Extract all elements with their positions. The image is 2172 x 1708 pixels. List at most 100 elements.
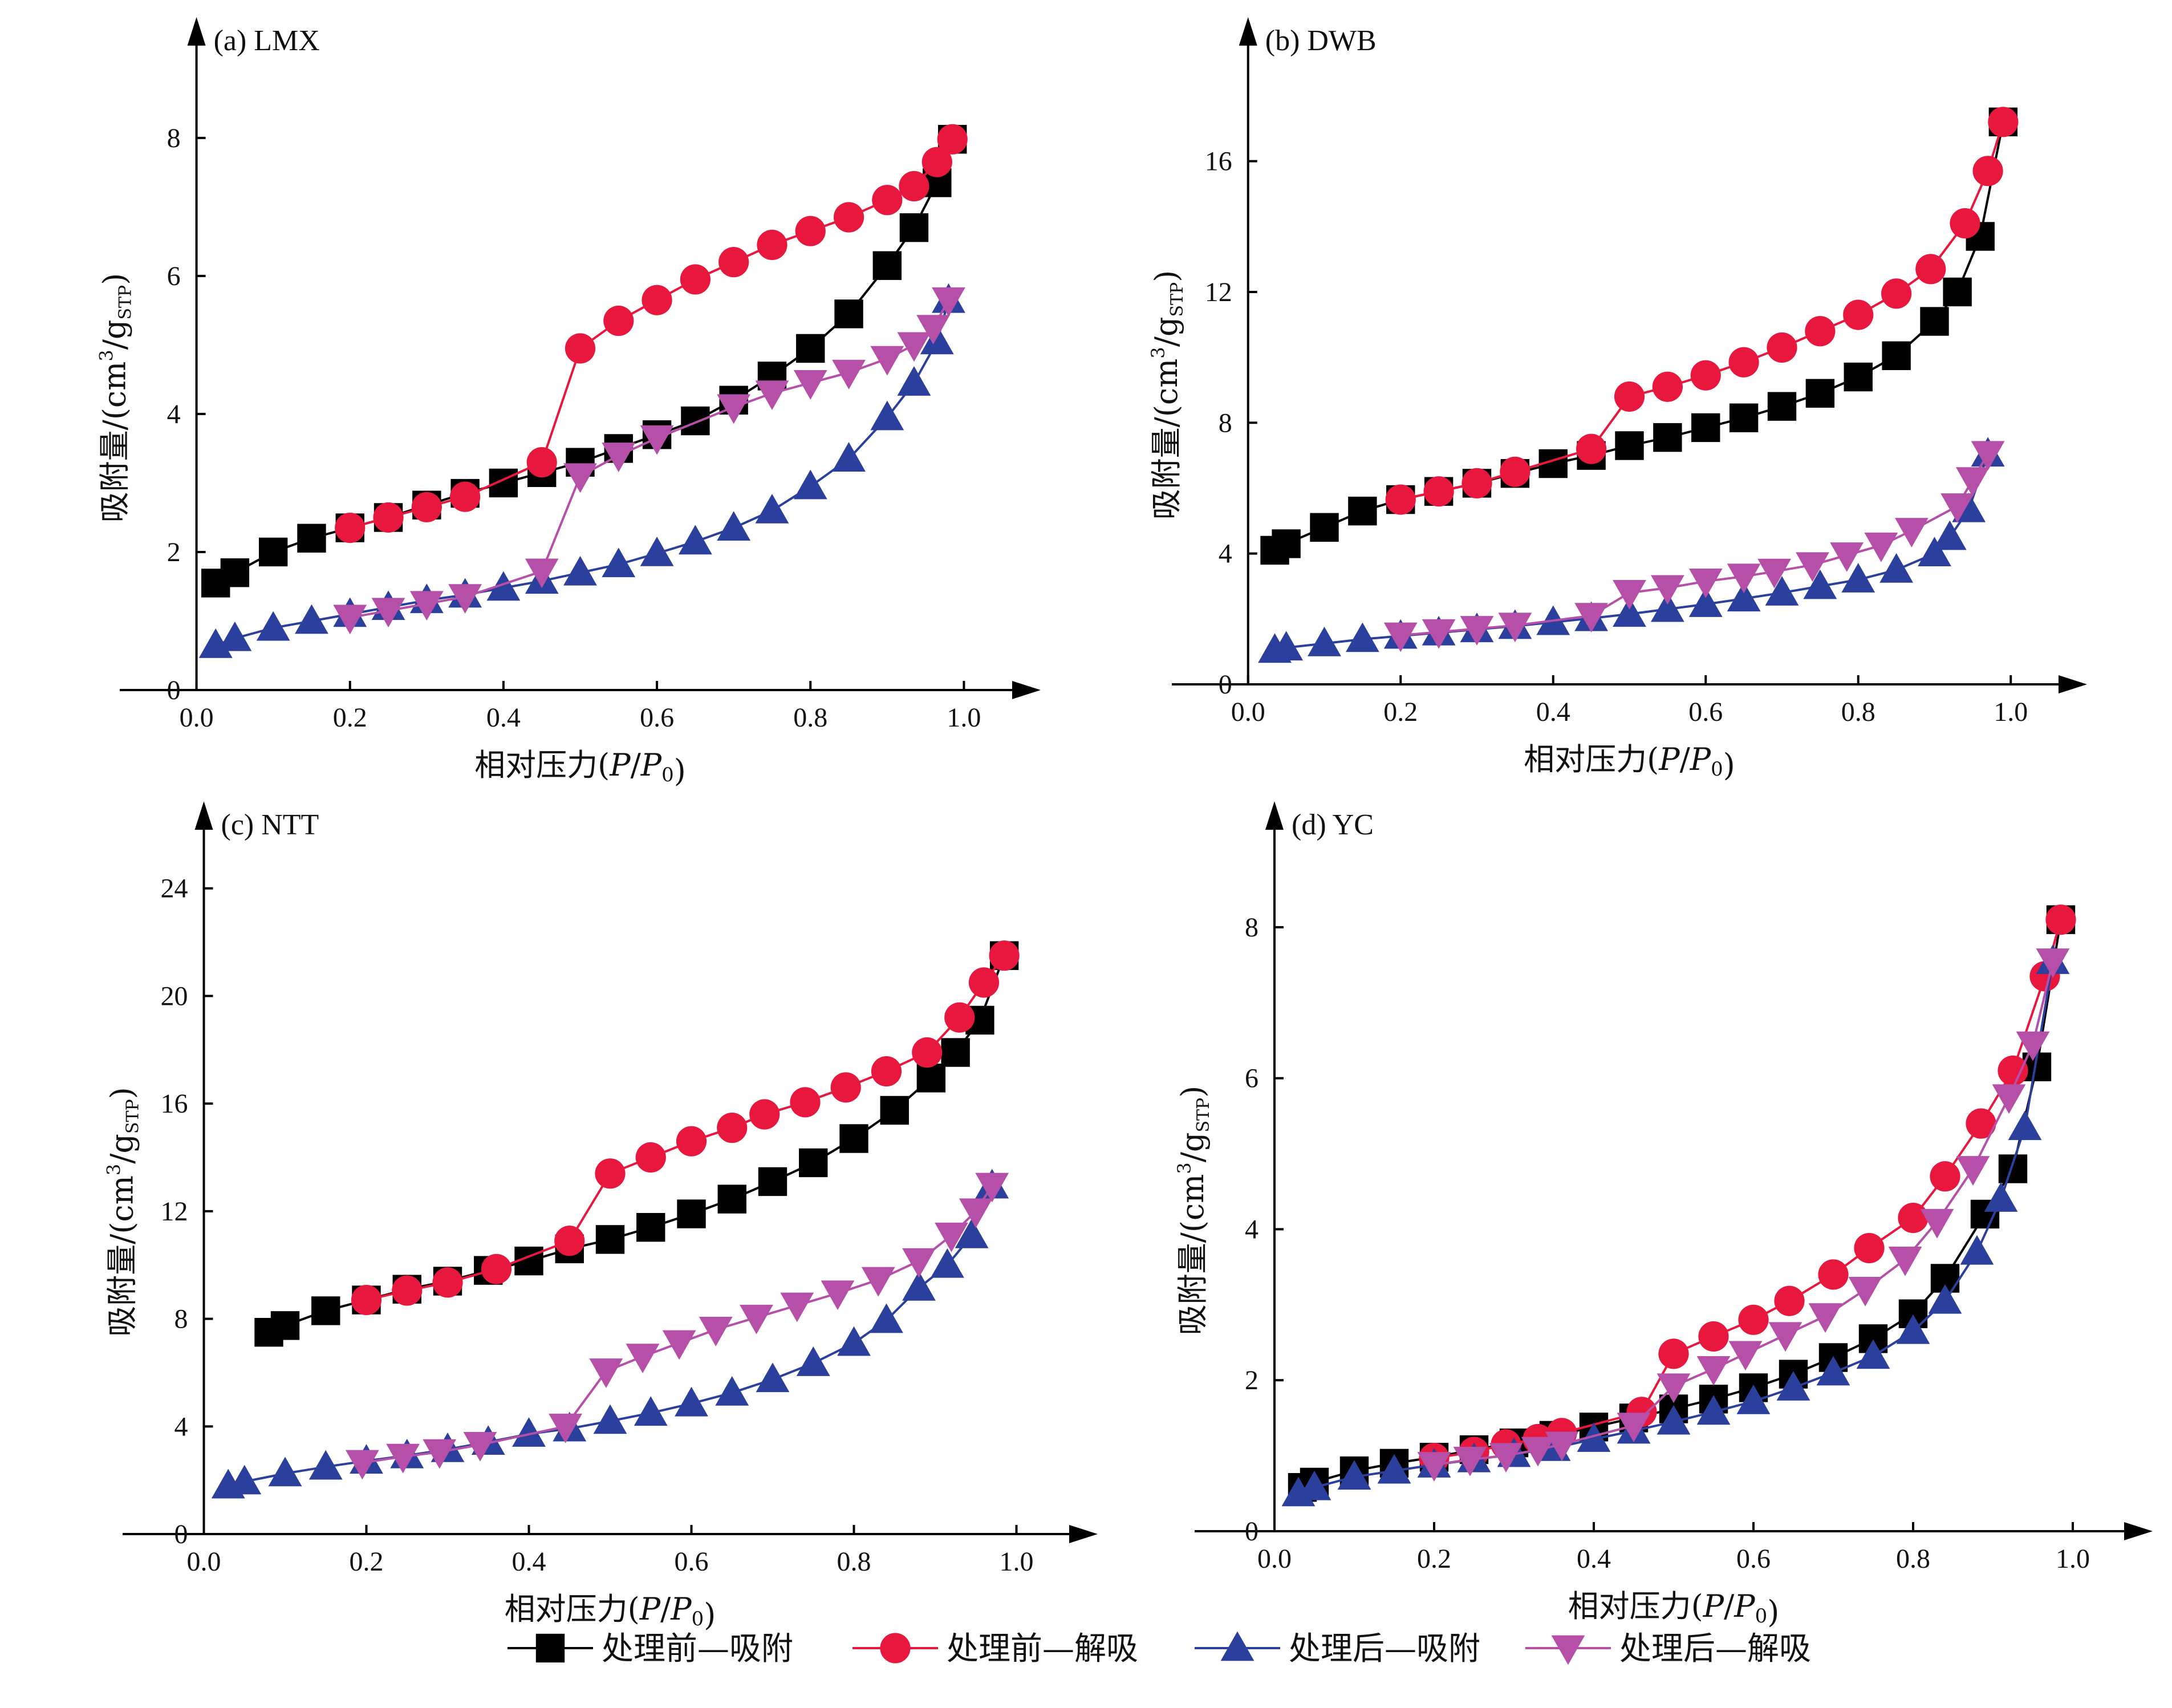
legend-label: 处理前—吸附	[602, 1630, 793, 1668]
data-point	[640, 536, 674, 566]
data-point	[1966, 1108, 1996, 1139]
legend-label: 处理前—解吸	[947, 1630, 1138, 1668]
data-point	[715, 1376, 749, 1406]
data-point	[1928, 1284, 1962, 1314]
data-point	[218, 621, 252, 651]
data-point	[1830, 542, 1864, 572]
data-point	[870, 400, 904, 431]
data-point	[1500, 456, 1530, 487]
data-point	[270, 1311, 300, 1340]
data-point	[717, 511, 751, 541]
data-point	[603, 305, 634, 336]
data-point	[1653, 423, 1682, 452]
data-point	[870, 1303, 903, 1333]
y-tick-label: 8	[174, 1304, 188, 1334]
y-axis-title: 吸附量/(cm3/gSTP)	[103, 1087, 143, 1337]
legend-item-4: 处理后—解吸	[1525, 1630, 1811, 1668]
data-point	[793, 370, 827, 400]
data-point	[675, 1386, 708, 1417]
data-point	[1614, 381, 1645, 412]
x-axis-title: 相对压力(P/P0)	[1524, 741, 1735, 783]
x-axis-arrow	[1012, 681, 1041, 699]
legend-label: 处理后—解吸	[1619, 1630, 1811, 1668]
data-point	[525, 558, 559, 589]
data-point	[634, 1396, 668, 1426]
data-point	[1940, 493, 1975, 523]
data-point	[1345, 622, 1379, 652]
data-point	[749, 1099, 780, 1130]
legend-item-2: 处理前—解吸	[852, 1630, 1138, 1668]
data-point	[295, 604, 328, 634]
data-point	[392, 1275, 423, 1306]
y-tick-label: 0	[174, 1519, 188, 1549]
y-tick-label: 6	[167, 261, 181, 291]
data-point	[662, 1330, 696, 1360]
data-point	[757, 229, 787, 261]
data-point	[635, 1142, 666, 1173]
series-line	[1274, 453, 1990, 651]
data-point	[432, 1267, 463, 1298]
series-1	[1288, 905, 2076, 1502]
legend-label: 处理后—吸附	[1289, 1630, 1480, 1668]
y-tick-label: 0	[1219, 670, 1232, 700]
y-tick-label: 4	[174, 1411, 188, 1442]
data-point	[871, 1056, 902, 1087]
series-2	[1385, 107, 2019, 515]
data-point	[1377, 1454, 1411, 1484]
y-tick-label: 8	[1219, 408, 1232, 438]
data-point	[1998, 1154, 2028, 1183]
data-point	[486, 571, 521, 601]
x-tick-label: 0.2	[1383, 697, 1418, 727]
data-point	[1729, 403, 1759, 432]
data-point	[1805, 379, 1835, 408]
data-point	[959, 1198, 993, 1228]
series-line	[228, 1185, 993, 1487]
data-point	[1933, 520, 1967, 550]
chart-panel-4: 0.0 0.2 0.4 0.6 0.8 1.0 0 2 4 6 8 (d) YC 相对压力(P/P0) 吸…	[1174, 801, 2153, 1630]
data-point	[228, 1464, 262, 1495]
y-tick-label: 2	[1245, 1365, 1258, 1395]
data-point	[1972, 156, 2003, 186]
series-line	[1302, 919, 2062, 1489]
y-tick-label: 4	[1245, 1214, 1258, 1244]
data-point	[755, 380, 789, 411]
data-point	[373, 502, 404, 533]
data-point	[448, 584, 482, 614]
data-point	[589, 1358, 623, 1388]
data-point	[1498, 612, 1532, 643]
data-point	[1918, 537, 1951, 567]
series-line	[1274, 121, 2004, 551]
data-point	[1738, 1304, 1769, 1335]
data-point	[678, 525, 712, 555]
data-point	[481, 1253, 512, 1284]
data-point	[837, 1326, 871, 1356]
data-point	[717, 394, 751, 424]
series-line	[215, 299, 950, 647]
y-axis-title-group: 吸附量/(cm3/gSTP)	[103, 1087, 143, 1337]
data-point	[2036, 948, 2070, 978]
data-point	[1272, 529, 1301, 558]
data-point	[832, 442, 866, 472]
data-point	[1423, 476, 1454, 507]
series-3	[1281, 944, 2070, 1507]
data-point	[1930, 1161, 1960, 1192]
data-point	[423, 1439, 457, 1469]
x-axis-title: 相对压力(P/P0)	[505, 1591, 716, 1633]
data-point	[912, 1037, 943, 1068]
data-point	[975, 1173, 1009, 1203]
x-tick-label: 1.0	[1994, 697, 2028, 727]
data-point	[1854, 1232, 1885, 1264]
data-point	[1864, 532, 1898, 562]
data-point	[1848, 1276, 1882, 1307]
data-point	[1767, 392, 1797, 421]
data-point	[1818, 1259, 1849, 1290]
data-point	[796, 334, 825, 363]
data-point	[699, 1317, 733, 1346]
data-point	[902, 1248, 936, 1278]
series-line	[268, 955, 1005, 1334]
data-point	[1796, 552, 1829, 582]
data-point	[268, 1457, 302, 1487]
x-tick-label: 0.6	[1688, 697, 1723, 727]
x-tick-label: 0.0	[1257, 1544, 1292, 1574]
data-point	[755, 493, 789, 524]
